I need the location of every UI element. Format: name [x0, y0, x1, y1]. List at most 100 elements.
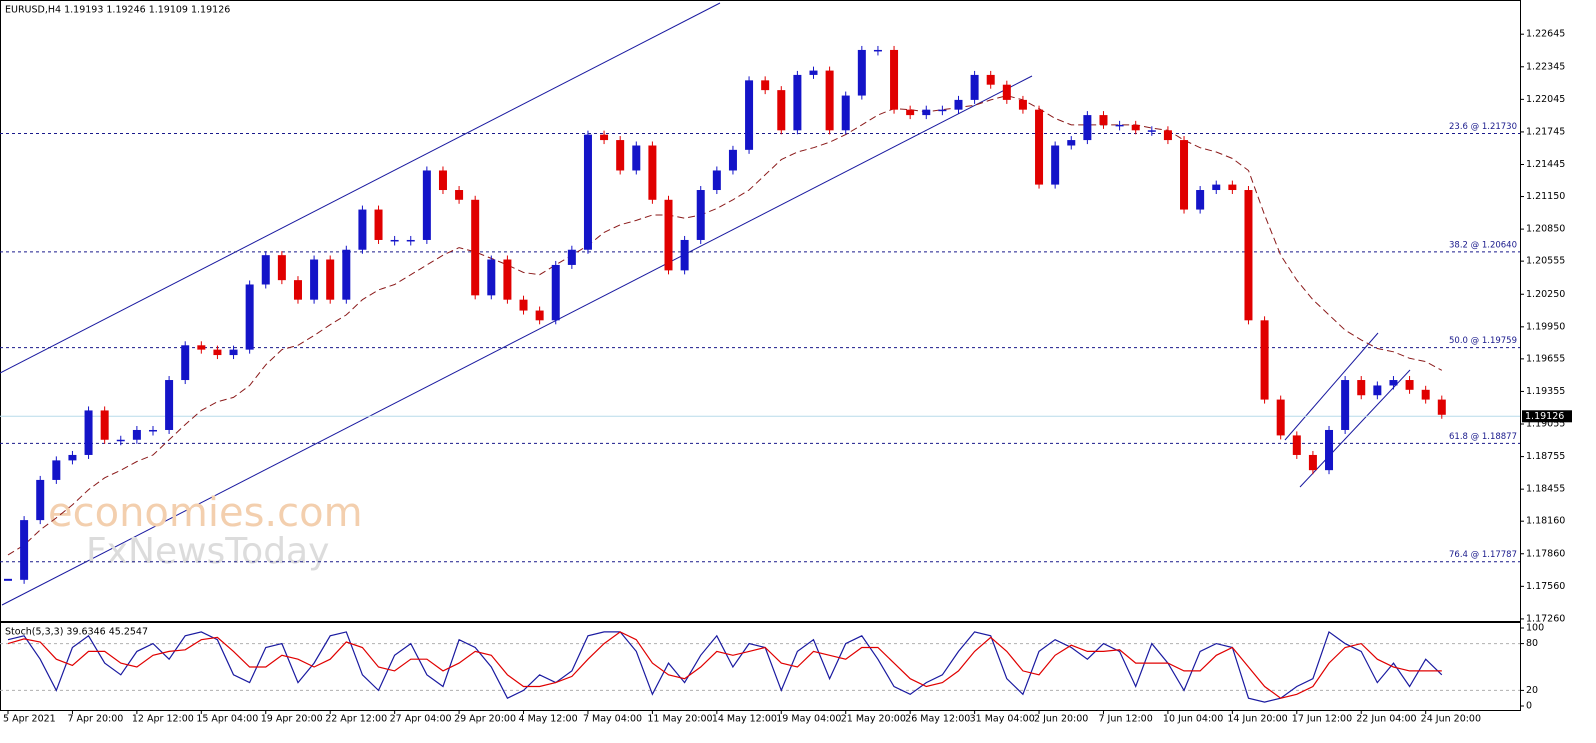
small-channel-upper	[1284, 332, 1379, 441]
x-tick-label: 27 Apr 04:00	[390, 714, 452, 725]
candle	[712, 170, 721, 191]
candle	[438, 170, 447, 191]
candle	[1083, 115, 1092, 141]
candle	[326, 259, 335, 300]
y-tick-label: 1.19950	[1526, 321, 1565, 332]
moving-average	[7, 95, 1443, 556]
candle	[841, 95, 850, 131]
candle	[1341, 380, 1350, 430]
stoch-line	[7, 631, 1442, 699]
y-tick-label: 1.21150	[1526, 191, 1565, 202]
candle	[277, 255, 286, 281]
y-tick-label: 1.22345	[1526, 61, 1565, 72]
x-tick-label: 19 Apr 20:00	[261, 714, 323, 725]
y-tick-label: 1.20250	[1526, 289, 1565, 300]
x-tick-label: 15 Apr 04:00	[196, 714, 258, 725]
candle	[728, 149, 737, 171]
candle	[825, 70, 834, 131]
x-tick-label: 7 May 04:00	[583, 714, 642, 725]
candle	[890, 49, 899, 110]
y-tick-label: 1.19055	[1526, 419, 1565, 430]
candle	[197, 345, 206, 350]
candle	[310, 259, 319, 300]
y-tick-label: 1.21445	[1526, 159, 1565, 170]
candle	[906, 109, 915, 116]
candle	[1180, 140, 1189, 210]
y-tick-label: 1.22645	[1526, 29, 1565, 40]
x-tick-label: 14 May 12:00	[712, 714, 777, 725]
y-tick-label: 20	[1526, 685, 1538, 696]
candle	[1035, 109, 1044, 185]
candle	[1437, 399, 1446, 415]
chart-title: EURUSD,H4 1.19193 1.19246 1.19109 1.1912…	[5, 5, 230, 16]
candle	[761, 80, 770, 91]
candle	[1373, 385, 1382, 396]
y-tick-label: 1.18755	[1526, 451, 1565, 462]
candle	[680, 239, 689, 271]
candle	[342, 249, 351, 300]
x-tick-label: 26 May 12:00	[905, 714, 970, 725]
x-tick-label: 22 Jun 04:00	[1356, 714, 1416, 725]
fib-level-label: 61.8 @ 1.18877	[1449, 432, 1517, 442]
candle	[52, 460, 61, 480]
candle	[1163, 130, 1172, 141]
y-tick-label: 1.17860	[1526, 548, 1565, 559]
fib-level-label: 50.0 @ 1.19759	[1449, 336, 1517, 346]
fib-level-label: 38.2 @ 1.20640	[1449, 240, 1517, 250]
x-tick-label: 10 Jun 04:00	[1163, 714, 1223, 725]
candle	[922, 109, 931, 116]
channel-lower-line	[1, 75, 1033, 606]
x-tick-label: 11 May 20:00	[647, 714, 712, 725]
candle	[84, 410, 93, 455]
candle	[293, 280, 302, 300]
candle	[873, 49, 882, 52]
candle	[116, 439, 125, 442]
candle	[583, 134, 592, 250]
candle	[567, 249, 576, 265]
candle	[857, 49, 866, 96]
candle	[970, 74, 979, 100]
candle	[954, 99, 963, 110]
candle	[390, 239, 399, 242]
candle	[1147, 130, 1156, 132]
candle	[809, 70, 818, 75]
candle	[1308, 454, 1317, 471]
candle	[986, 74, 995, 85]
candle	[519, 299, 528, 311]
candle	[535, 310, 544, 321]
candle	[696, 190, 705, 240]
y-tick-label: 1.18160	[1526, 516, 1565, 527]
candle	[1405, 380, 1414, 390]
candle	[1099, 115, 1108, 125]
candle	[793, 74, 802, 131]
candle	[261, 255, 270, 285]
x-tick-label: 4 May 12:00	[519, 714, 578, 725]
y-tick-label: 1.18455	[1526, 484, 1565, 495]
candle	[20, 520, 29, 580]
candle	[487, 259, 496, 296]
candle	[1325, 429, 1334, 471]
fib-level-label: 23.6 @ 1.21730	[1449, 122, 1517, 132]
fib-level-label: 76.4 @ 1.17787	[1449, 550, 1517, 560]
x-tick-label: 21 May 20:00	[841, 714, 906, 725]
candle	[1357, 380, 1366, 396]
candle	[1212, 184, 1221, 191]
candle	[148, 429, 157, 432]
candle	[422, 170, 431, 240]
candle	[551, 264, 560, 321]
candle	[471, 199, 480, 296]
x-tick-label: 31 May 04:00	[970, 714, 1035, 725]
y-tick-label: 1.20850	[1526, 224, 1565, 235]
candle	[181, 345, 190, 381]
candle	[938, 109, 947, 112]
channel-upper-line	[0, 2, 721, 374]
candle	[132, 429, 141, 440]
candle	[1292, 435, 1301, 455]
candle	[229, 349, 238, 356]
current-price-box	[1522, 410, 1572, 423]
candle	[616, 140, 625, 171]
candle	[1228, 184, 1237, 191]
candle	[664, 199, 673, 271]
candle	[745, 80, 754, 150]
